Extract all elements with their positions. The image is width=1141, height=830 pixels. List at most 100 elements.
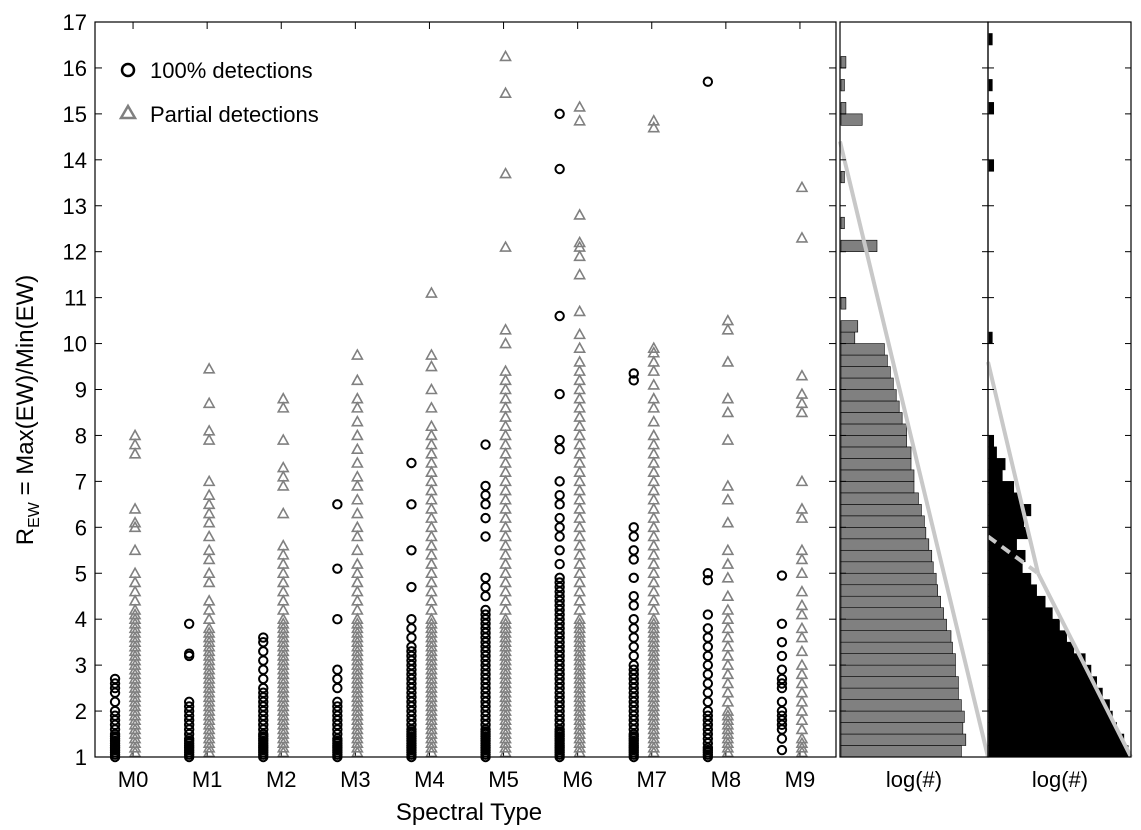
data-point-partial [647, 415, 661, 427]
data-point-full [776, 570, 788, 581]
data-point-partial [721, 658, 735, 670]
data-point-partial [202, 396, 216, 409]
data-point-partial [350, 428, 364, 441]
legend-circle-marker [120, 62, 136, 78]
data-point-full [628, 623, 639, 634]
data-point-partial [795, 722, 809, 735]
histogram-bar [988, 435, 995, 448]
x-axis-label: Spectral Type [396, 799, 542, 826]
data-point-full [628, 641, 639, 652]
histogram-bar [988, 561, 1023, 574]
data-point-partial [202, 424, 216, 436]
data-point-partial [647, 364, 661, 376]
data-point-partial [425, 474, 438, 487]
data-point-partial [721, 695, 735, 707]
data-point-partial [276, 575, 290, 588]
data-point-full [480, 604, 491, 616]
data-point-full [258, 636, 269, 648]
data-point-partial [647, 603, 661, 615]
data-point-partial [425, 286, 438, 298]
data-point-full [183, 696, 195, 708]
histogram-bar [840, 446, 912, 459]
data-point-full [776, 664, 788, 675]
data-point-partial [795, 474, 809, 487]
histogram-bar [988, 79, 993, 92]
data-point-partial [350, 584, 364, 597]
histogram-bar [840, 745, 962, 758]
histogram-bar [840, 710, 965, 723]
data-point-partial [721, 589, 735, 602]
data-point-partial [795, 387, 809, 399]
data-point-partial [573, 612, 587, 624]
histogram-bar [840, 113, 863, 126]
data-point-partial [499, 594, 512, 606]
data-point-partial [647, 401, 661, 413]
data-point-partial [795, 630, 809, 643]
data-point-partial [499, 428, 512, 441]
data-point-partial [425, 612, 438, 624]
data-point-partial [795, 644, 809, 657]
data-point-partial [721, 676, 735, 689]
histogram-full-axes [986, 21, 1133, 758]
histogram-bar [840, 458, 912, 471]
x-tick-label: M5 [488, 767, 519, 792]
data-point-full [702, 574, 714, 586]
histogram-bar [988, 446, 997, 459]
data-point-partial [499, 483, 512, 496]
data-point-partial [425, 493, 438, 505]
y-tick-label: 12 [63, 240, 87, 265]
data-point-partial [276, 479, 290, 491]
data-point-partial [721, 493, 735, 505]
data-point-partial [647, 557, 661, 569]
data-point-partial [721, 323, 735, 335]
data-point-partial [647, 447, 661, 459]
data-point-full [554, 531, 565, 542]
data-point-partial [499, 410, 512, 422]
data-point-partial [499, 447, 512, 459]
data-point-partial [499, 603, 512, 615]
data-point-full [776, 650, 788, 662]
data-point-partial [425, 382, 438, 395]
histogram-bar [840, 102, 847, 115]
data-point-partial [573, 249, 587, 262]
data-point-partial [721, 571, 735, 583]
data-point-partial [573, 456, 587, 468]
data-point-partial [795, 180, 809, 193]
histogram-bar [840, 664, 956, 677]
data-point-full [776, 636, 788, 648]
x-tick-label: M0 [118, 767, 149, 792]
data-point-partial [499, 520, 512, 533]
data-point-partial [647, 493, 661, 505]
data-point-partial [425, 548, 438, 560]
data-point-full [554, 577, 565, 588]
data-point-partial [276, 584, 290, 597]
legend-label-full: 100% detections [150, 58, 313, 83]
y-tick-label: 8 [75, 423, 87, 448]
histogram-bar [988, 492, 1020, 505]
y-tick-label: 3 [75, 653, 87, 678]
data-point-partial [202, 474, 216, 487]
data-point-partial [499, 529, 512, 542]
data-point-partial [573, 539, 587, 551]
data-point-partial [276, 603, 290, 615]
data-point-partial [795, 686, 809, 698]
data-point-partial [721, 516, 735, 528]
data-point-partial [350, 479, 364, 491]
data-point-partial [573, 447, 587, 459]
histogram-bar [988, 481, 1015, 494]
data-point-full [480, 591, 491, 602]
data-point-full [332, 563, 343, 574]
data-point-full [554, 310, 565, 322]
data-point-partial [202, 566, 216, 579]
histogram-bar [988, 572, 1032, 586]
data-point-partial [425, 502, 438, 514]
fit-line [1036, 572, 1133, 758]
histogram-bar [840, 435, 907, 448]
data-point-partial [795, 704, 809, 716]
y-tick-label: 13 [63, 194, 87, 219]
data-point-partial [350, 401, 364, 413]
y-tick-label: 7 [75, 469, 87, 494]
data-point-partial [425, 465, 438, 477]
data-point-partial [721, 313, 735, 326]
histogram-bar [840, 377, 894, 390]
